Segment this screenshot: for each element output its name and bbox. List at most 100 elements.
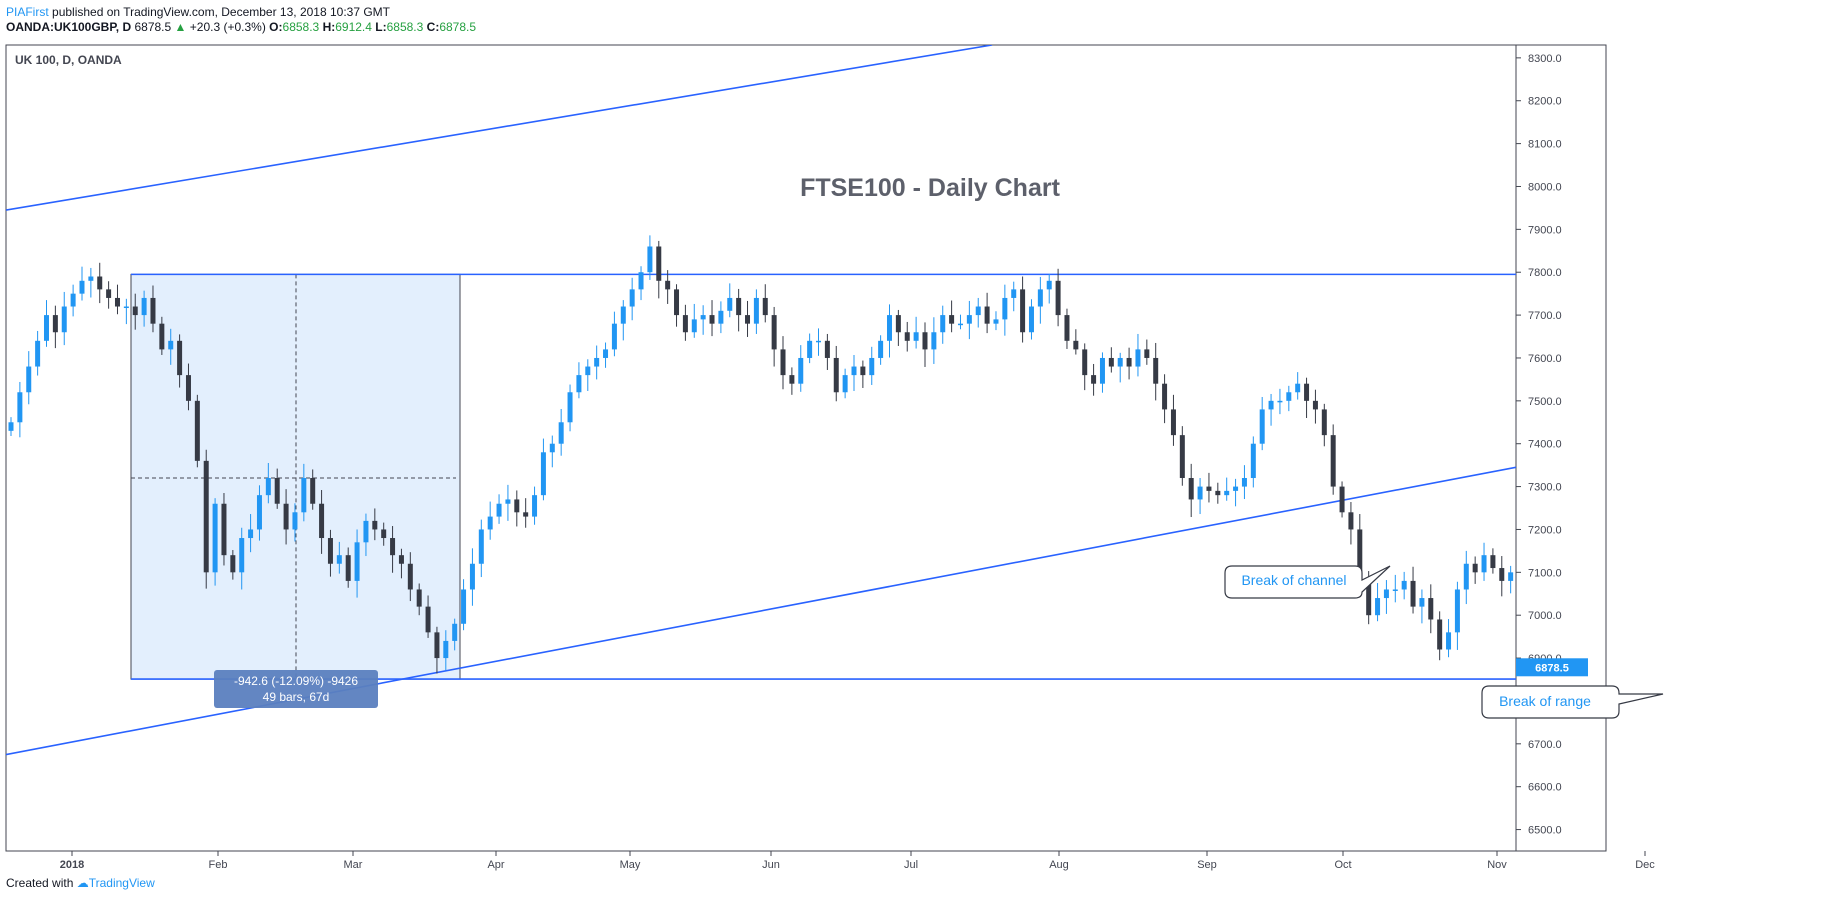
candle-body bbox=[966, 315, 972, 324]
candle-body bbox=[1695, 667, 1700, 675]
candle-body bbox=[957, 323, 963, 326]
candle-body bbox=[904, 332, 910, 341]
candle-body bbox=[1082, 349, 1088, 376]
callout-break-of-channel[interactable]: Break of channel bbox=[1224, 565, 1391, 599]
candle-body bbox=[984, 306, 990, 324]
y-tick-label: 7100.0 bbox=[1528, 567, 1562, 579]
publish-line: PIAFirst published on TradingView.com, D… bbox=[6, 5, 476, 20]
candle-body bbox=[816, 340, 822, 343]
candle-body bbox=[1472, 563, 1478, 573]
candle-body bbox=[265, 478, 271, 496]
author-link[interactable]: PIAFirst bbox=[6, 5, 49, 19]
candle-body bbox=[1108, 357, 1114, 367]
candle-body bbox=[532, 495, 538, 517]
candle-body bbox=[665, 280, 671, 290]
candle-body bbox=[123, 306, 129, 309]
candle-body bbox=[35, 340, 41, 367]
candle-body bbox=[1028, 306, 1034, 333]
candle-body bbox=[1250, 443, 1256, 479]
y-tick-label: 7300.0 bbox=[1528, 482, 1562, 494]
candle-body bbox=[1126, 357, 1132, 367]
candle-body bbox=[975, 306, 981, 316]
last-price-tag: 6878.5 bbox=[1516, 658, 1588, 677]
candle-body bbox=[1233, 486, 1239, 491]
x-tick-label: Aug bbox=[1049, 859, 1069, 871]
candle-body bbox=[1650, 624, 1655, 650]
y-tick-label: 8000.0 bbox=[1528, 181, 1562, 193]
candle-body bbox=[1020, 289, 1026, 333]
last-price: 6878.5 bbox=[134, 20, 172, 34]
candle-body bbox=[283, 503, 289, 530]
candle-body bbox=[656, 246, 662, 281]
x-tick-label: Sep bbox=[1197, 859, 1217, 871]
candle-body bbox=[878, 340, 884, 358]
measure-range[interactable] bbox=[130, 273, 461, 680]
candle-body bbox=[682, 315, 688, 333]
candle-body bbox=[807, 340, 813, 358]
candle-body bbox=[212, 503, 218, 573]
chart-title: FTSE100 - Daily Chart bbox=[800, 174, 1060, 202]
callout-break-of-range[interactable]: Break of range bbox=[1481, 685, 1664, 719]
candle-body bbox=[319, 503, 325, 539]
candle-body bbox=[70, 293, 76, 307]
symbol-label: UK 100, D, OANDA bbox=[15, 53, 122, 67]
candle-body bbox=[1224, 490, 1230, 496]
last-price-label: 6878.5 bbox=[1535, 662, 1569, 674]
candle-body bbox=[390, 538, 396, 556]
candle-body bbox=[842, 375, 848, 393]
candle-body bbox=[1499, 568, 1505, 581]
low-value: 6858.3 bbox=[386, 20, 424, 34]
candle-body bbox=[1206, 486, 1212, 491]
candle-body bbox=[1668, 710, 1673, 719]
x-tick-label: 2018 bbox=[60, 859, 84, 871]
candle-body bbox=[185, 375, 191, 401]
upper-channel-line bbox=[6, 45, 993, 211]
candle-body bbox=[647, 246, 653, 273]
candle-body bbox=[993, 319, 999, 324]
candle-body bbox=[1188, 478, 1194, 500]
candle-body bbox=[425, 606, 431, 633]
candle-body bbox=[1117, 357, 1123, 367]
x-tick-label: Nov bbox=[1487, 859, 1507, 871]
price-change: +20.3 (+0.3%) bbox=[189, 20, 266, 34]
candle-body bbox=[540, 452, 546, 496]
candle-body bbox=[576, 375, 582, 393]
tradingview-brand-link[interactable]: TradingView bbox=[88, 876, 155, 890]
candle-body bbox=[514, 499, 520, 513]
y-tick-label: 6600.0 bbox=[1528, 782, 1562, 794]
candle-body bbox=[1357, 529, 1363, 581]
candle-body bbox=[824, 340, 830, 358]
measure-label-box[interactable]: -942.6 (-12.09%) -9426 49 bars, 67d bbox=[214, 670, 378, 708]
y-tick-label: 7800.0 bbox=[1528, 267, 1562, 279]
measure-label-2: 49 bars, 67d bbox=[263, 690, 330, 704]
candle-body bbox=[1321, 409, 1327, 436]
candle-body bbox=[549, 443, 555, 453]
candle-body bbox=[780, 349, 786, 376]
candle-body bbox=[1073, 340, 1079, 350]
candle-body bbox=[691, 319, 697, 333]
candle-body bbox=[1330, 435, 1336, 487]
candle-body bbox=[1401, 580, 1407, 590]
created-with-text: Created with bbox=[6, 876, 74, 890]
y-tick-label: 7500.0 bbox=[1528, 396, 1562, 408]
candles[interactable] bbox=[8, 235, 1700, 728]
candle-body bbox=[443, 640, 449, 659]
y-tick-label: 7900.0 bbox=[1528, 224, 1562, 236]
candle-body bbox=[203, 460, 209, 573]
candle-body bbox=[168, 340, 174, 350]
candle-body bbox=[753, 297, 759, 324]
candle-body bbox=[851, 366, 857, 376]
x-tick-label: Jul bbox=[904, 859, 918, 871]
candle-body bbox=[1410, 580, 1416, 607]
candle-body bbox=[789, 375, 795, 384]
candle-body bbox=[922, 332, 928, 350]
open-value: 6858.3 bbox=[282, 20, 320, 34]
candle-body bbox=[1606, 581, 1611, 598]
y-tick-label: 8100.0 bbox=[1528, 139, 1562, 151]
candle-body bbox=[913, 332, 919, 341]
candle-body bbox=[931, 332, 937, 350]
candle-body bbox=[567, 392, 573, 423]
candle-body bbox=[43, 315, 49, 341]
candle-body bbox=[327, 538, 333, 564]
